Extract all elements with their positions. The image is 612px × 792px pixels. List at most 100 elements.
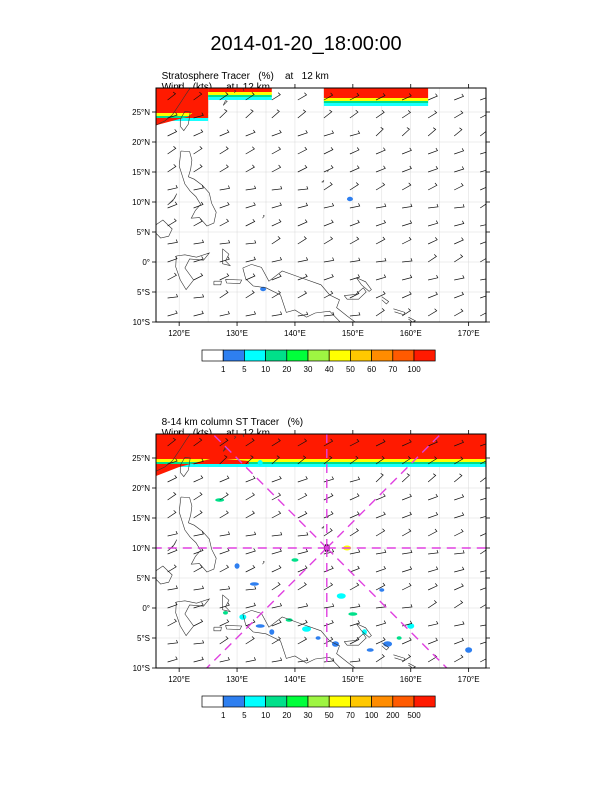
wind-barb [167,112,178,119]
wind-barb [323,182,333,191]
coastline [225,625,243,630]
coastline [225,279,243,284]
colorbar-label: 10 [261,711,270,720]
wind-barb [454,494,465,501]
y-tick-label: 10°S [133,664,150,673]
tracer-spot [302,626,312,632]
wind-barb [323,582,334,591]
wind-barb [375,528,386,537]
wind-barb [349,549,361,555]
wind-barb [219,92,229,101]
wind-barb [349,565,360,573]
page-title: 2014-01-20_18:00:00 [210,33,402,55]
y-tick-label: 5°N [137,228,151,237]
wind-barb [454,439,465,447]
grid-lines [156,88,486,322]
colorbar-swatch [286,349,309,362]
wind-barb [271,92,281,101]
tracer-spot [269,629,275,635]
wind-barb [167,293,178,299]
wind-barb [480,532,486,537]
coastline [321,180,325,183]
colorbar-label: 70 [388,365,397,374]
colorbar-swatch [350,695,372,708]
tracer-region-high [156,100,209,126]
wind-barb [480,641,486,645]
wind-barb [323,147,334,155]
wind-barb [349,511,360,519]
colorbar-swatch [392,695,415,708]
wind-barb [454,166,465,173]
wind-barb [297,219,308,227]
y-tick-label: 0° [142,258,150,267]
wind-barb [480,258,486,263]
panel-2-colorbar: 1 5 10 20 30 50 70 100 200 500 [201,695,436,720]
colorbar-label: 200 [386,711,400,720]
wind-barb [349,109,359,119]
wind-barb [297,273,308,281]
colorbar-swatch [307,349,330,362]
wind-barb [323,290,334,299]
wind-barb [480,497,486,501]
wind-barb [219,202,230,209]
wind-barb [245,202,256,209]
y-tick-label: 5°N [137,574,151,583]
coastline [327,516,329,519]
colorbar-swatch [201,695,224,708]
x-tick-label: 140°E [284,675,306,684]
wind-barb [427,93,438,101]
wind-barb [167,437,177,447]
wind-barb [375,165,386,173]
wind-barb [245,586,257,591]
wind-barb [193,294,205,299]
wind-barb [167,272,177,281]
wind-barb [297,619,308,627]
wind-barb [245,657,256,663]
wind-barb [480,295,486,299]
wind-barb [297,311,309,317]
wind-barb [193,185,204,191]
wind-barb [454,220,465,227]
wind-barbs [167,91,486,317]
wind-barb [193,492,203,501]
wind-barb [271,311,283,317]
coastline [356,277,372,292]
wind-barb [167,164,177,173]
wind-barb [375,473,384,483]
wind-barb [245,290,255,299]
wind-barb [193,146,203,155]
x-tick-label: 160°E [400,329,422,338]
wind-barb [219,239,231,245]
wind-barb [349,455,359,465]
coastline [393,654,406,662]
wind-barb [323,109,333,119]
wind-barb [480,224,486,227]
wind-barb [193,531,204,537]
colorbar-label: 40 [325,365,334,374]
wind-barb [454,254,464,263]
coastline [262,214,265,219]
wind-barb [375,549,387,555]
x-tick-label: 170°E [458,329,480,338]
colorbar-swatch [244,349,266,362]
colorbar-label: 1 [221,365,226,374]
colorbar-label: 30 [304,365,313,374]
coastline [242,610,356,668]
wind-barb [297,146,308,155]
wind-barb [375,654,385,663]
wind-barb [167,618,177,627]
coastline [343,287,367,300]
coastlines [156,88,417,322]
wind-barb [271,290,281,299]
wind-barb [245,531,257,537]
tracer-spot [346,196,353,202]
y-tick-label: 10°N [132,544,150,553]
wind-barb [480,203,486,209]
coastline [381,296,390,305]
wind-barb [349,603,361,609]
y-tick-label: 0° [142,604,150,613]
coastline [381,642,390,651]
wind-barb [167,129,178,137]
wind-barb [219,636,229,645]
